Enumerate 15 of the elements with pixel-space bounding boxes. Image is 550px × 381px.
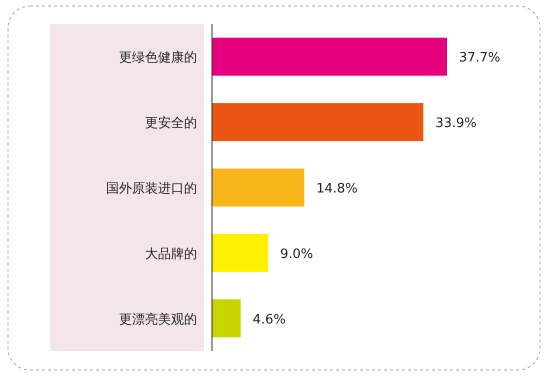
bar	[212, 38, 447, 76]
data-label: 4.6%	[252, 312, 286, 328]
data-label: 37.7%	[459, 50, 500, 66]
y-tick-label: 更安全的	[145, 115, 197, 132]
y-tick-label: 大品牌的	[145, 246, 197, 262]
y-tick-label: 更绿色健康的	[119, 50, 197, 66]
bar	[212, 103, 424, 142]
y-tick-label: 国外原装进口的	[106, 182, 197, 196]
data-label: 14.8%	[316, 182, 358, 196]
bar	[212, 234, 268, 272]
bar	[212, 299, 241, 338]
bar	[212, 168, 304, 206]
data-label: 9.0%	[280, 246, 314, 262]
data-label: 33.9%	[435, 116, 477, 132]
y-tick-label: 更漂亮美观的	[119, 311, 197, 328]
